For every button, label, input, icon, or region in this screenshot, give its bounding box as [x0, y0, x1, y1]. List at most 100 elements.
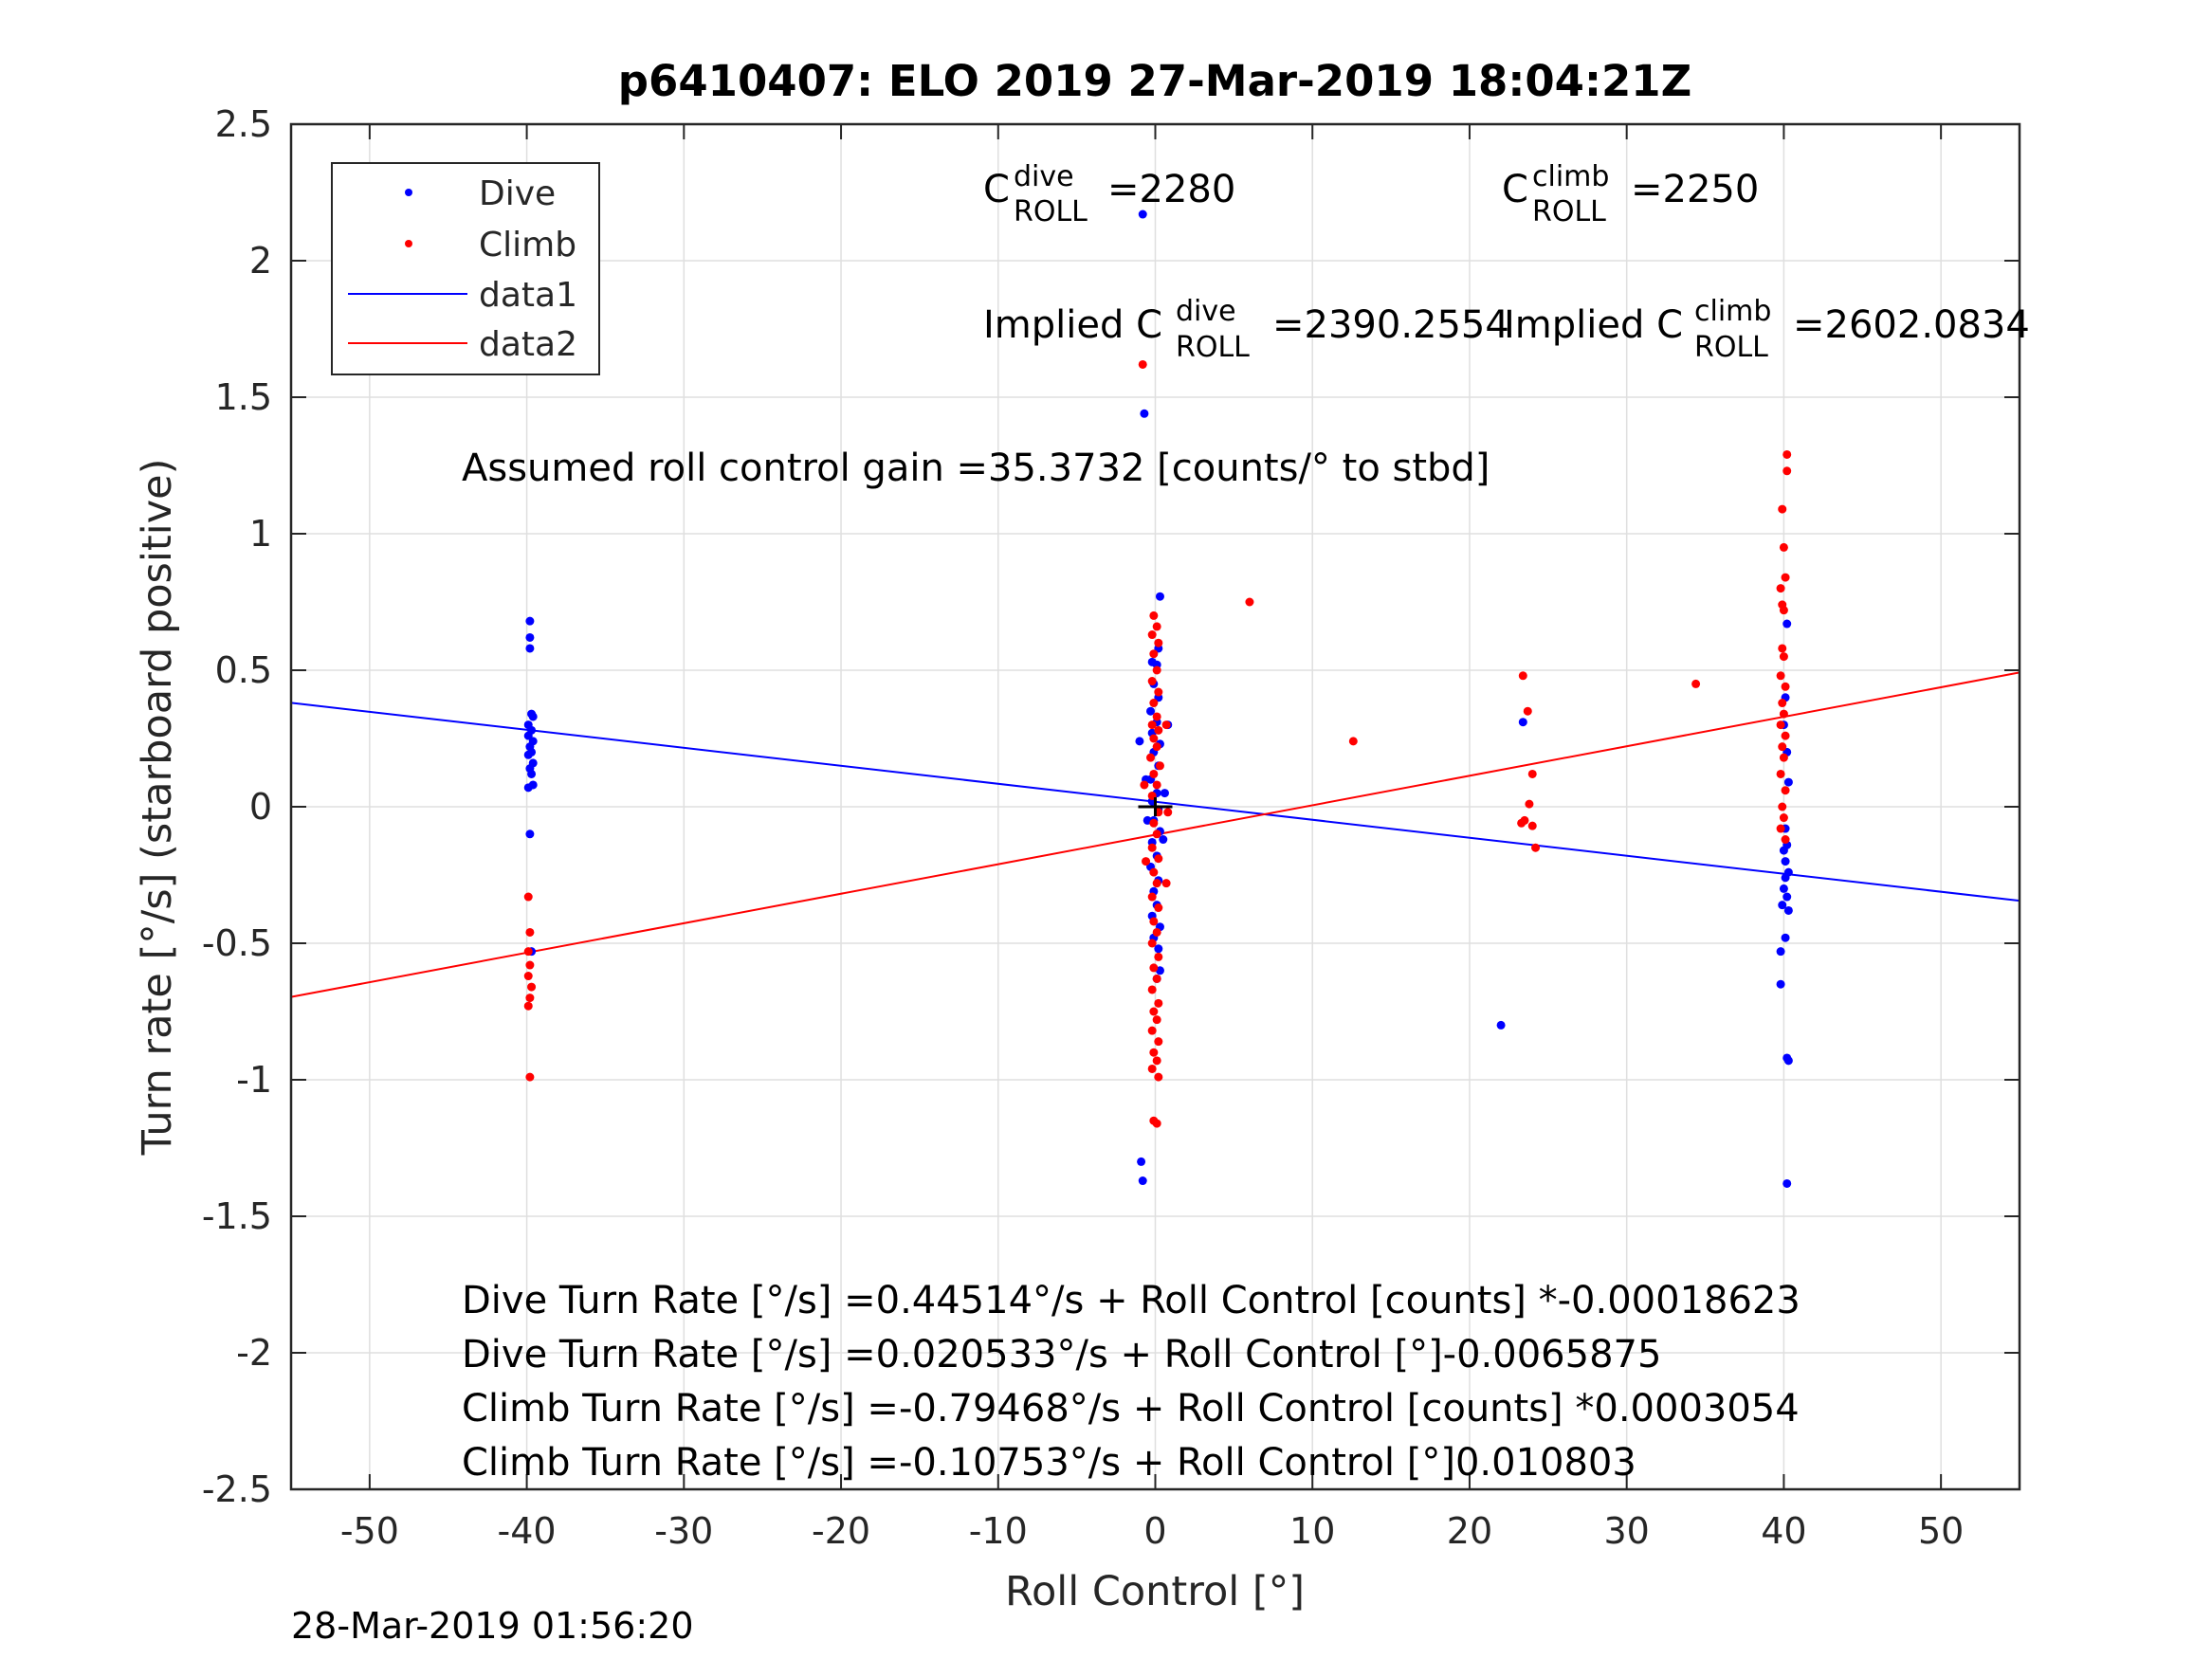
- y-tick-label: -0.5: [202, 922, 272, 964]
- dive-point: [1783, 1056, 1793, 1066]
- x-tick-label: -20: [812, 1510, 870, 1552]
- climb-point: [1154, 687, 1163, 697]
- y-tick-label: -1.5: [202, 1195, 272, 1237]
- dive-point: [1781, 873, 1790, 883]
- annotation-eq-climb-counts: Climb Turn Rate [°/s] =-0.79468°/s + Rol…: [462, 1387, 1800, 1431]
- climb-point: [1161, 879, 1171, 888]
- climb-point: [1781, 682, 1790, 691]
- legend-dive-label: Dive: [479, 174, 556, 213]
- y-tick-label: 2: [249, 240, 272, 282]
- c-climb-value: =2250: [1631, 168, 1759, 211]
- climb-point: [1152, 879, 1161, 888]
- c-dive-base: C: [983, 168, 1010, 211]
- annotation-implied-dive: Implied C dive ROLL =2390.2554: [983, 295, 1509, 364]
- climb-point: [1348, 737, 1358, 746]
- climb-point: [1531, 843, 1541, 852]
- x-tick-label: 30: [1604, 1510, 1650, 1552]
- climb-point: [1161, 720, 1171, 730]
- climb-point: [1779, 709, 1788, 719]
- climb-point: [1147, 985, 1157, 994]
- climb-point: [1152, 1056, 1161, 1066]
- implied-dive-sub: ROLL: [1176, 331, 1250, 364]
- dive-point: [1137, 1157, 1146, 1166]
- dive-point: [1782, 619, 1792, 629]
- climb-point: [1527, 821, 1537, 830]
- y-tick-label: 1.5: [215, 376, 272, 418]
- climb-point: [1142, 857, 1151, 866]
- climb-point: [523, 972, 533, 981]
- climb-point: [1146, 753, 1156, 762]
- climb-point: [1147, 843, 1157, 852]
- climb-point: [1149, 699, 1159, 708]
- dive-point: [525, 644, 535, 653]
- climb-point: [523, 892, 533, 902]
- dive-point: [1776, 979, 1785, 989]
- plot-frame: [289, 122, 2021, 1491]
- climb-point: [1163, 808, 1173, 817]
- annotation-eq-climb-deg: Climb Turn Rate [°/s] =-0.10753°/s + Rol…: [462, 1441, 1636, 1485]
- climb-point: [525, 960, 535, 970]
- tick-labels: -50 -40 -30 -20 -10 0 10 20 30 40 50 2.5 2 1.5 1 0.5 0 -0…: [202, 103, 1964, 1552]
- c-climb-base: C: [1502, 168, 1528, 211]
- dive-point: [528, 712, 538, 721]
- climb-point: [1154, 725, 1163, 735]
- dive-point: [1138, 210, 1147, 219]
- c-dive-value: =2280: [1107, 168, 1235, 211]
- climb-point: [1781, 835, 1790, 845]
- climb-point: [1782, 466, 1792, 476]
- climb-point: [1147, 892, 1157, 902]
- dive-point: [1518, 718, 1527, 727]
- legend-data1-label: data1: [479, 276, 577, 315]
- annotation-eq-dive-counts: Dive Turn Rate [°/s] =0.44514°/s + Roll …: [462, 1279, 1801, 1322]
- climb-point: [1149, 734, 1159, 743]
- climb-point: [1147, 1064, 1157, 1073]
- climb-point: [1525, 799, 1534, 809]
- implied-climb-value: =2602.0834: [1793, 303, 2030, 347]
- x-tick-label: 50: [1918, 1510, 1964, 1552]
- y-tick-label: 0.5: [215, 649, 272, 691]
- climb-point: [1154, 638, 1163, 647]
- climb-point: [1245, 597, 1254, 607]
- y-tick-label: -2.5: [202, 1468, 272, 1510]
- climb-point: [1691, 679, 1701, 688]
- climb-point: [1152, 780, 1161, 790]
- implied-dive-sup: dive: [1176, 295, 1236, 328]
- legend-box: [331, 162, 600, 375]
- x-axis-label: Roll Control [°]: [1005, 1568, 1305, 1615]
- climb-point: [1152, 974, 1161, 983]
- y-tick-label: 0: [249, 786, 272, 828]
- climb-point: [1154, 998, 1163, 1008]
- climb-point: [1147, 720, 1157, 730]
- implied-climb-sup: climb: [1694, 295, 1771, 328]
- dive-point: [1135, 737, 1144, 746]
- x-tick-label: 20: [1447, 1510, 1492, 1552]
- climb-point: [1782, 449, 1792, 459]
- legend: Dive Climb data1 data2: [331, 162, 600, 375]
- climb-point: [527, 982, 537, 992]
- annotation-eq-dive-deg: Dive Turn Rate [°/s] =0.020533°/s + Roll…: [462, 1333, 1661, 1376]
- dive-point: [1779, 884, 1788, 893]
- annotation-gain: Assumed roll control gain =35.3732 [coun…: [462, 447, 1490, 490]
- climb-point: [1149, 649, 1159, 659]
- y-tick-label: 1: [249, 513, 272, 555]
- data-points: [523, 210, 1793, 1188]
- climb-point: [1781, 731, 1790, 740]
- climb-point: [1527, 769, 1537, 778]
- climb-point: [1778, 742, 1787, 752]
- climb-point: [1154, 854, 1163, 864]
- climb-point: [1138, 359, 1147, 369]
- climb-point: [1149, 769, 1159, 778]
- dive-point: [1154, 944, 1163, 954]
- climb-point: [525, 994, 535, 1003]
- climb-point: [1147, 1026, 1157, 1035]
- x-tick-label: -10: [969, 1510, 1028, 1552]
- climb-point: [1778, 802, 1787, 811]
- climb-point: [1517, 818, 1526, 828]
- implied-dive-value: =2390.2554: [1272, 303, 1509, 347]
- x-tick-label: 40: [1761, 1510, 1806, 1552]
- legend-climb-marker: [405, 240, 412, 247]
- implied-climb-sub: ROLL: [1694, 331, 1768, 364]
